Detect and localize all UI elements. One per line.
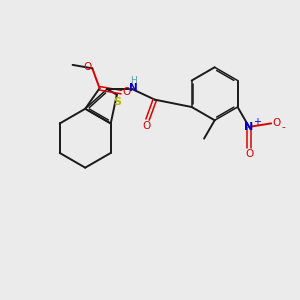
Text: S: S bbox=[113, 97, 121, 107]
Text: +: + bbox=[253, 117, 261, 127]
Text: O: O bbox=[272, 118, 281, 128]
Text: O: O bbox=[122, 86, 131, 97]
Text: -: - bbox=[282, 122, 285, 132]
Text: N: N bbox=[129, 83, 138, 94]
Text: N: N bbox=[244, 122, 254, 132]
Text: H: H bbox=[130, 76, 137, 85]
Text: O: O bbox=[143, 121, 151, 131]
Text: O: O bbox=[245, 149, 253, 159]
Text: O: O bbox=[83, 62, 92, 72]
